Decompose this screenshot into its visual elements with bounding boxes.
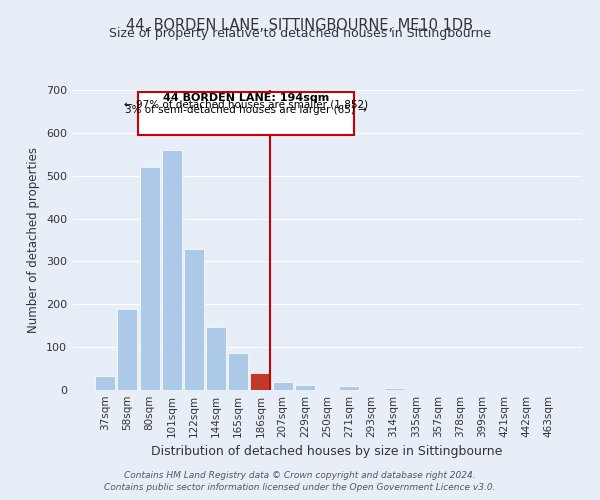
FancyBboxPatch shape xyxy=(139,92,353,135)
Text: Contains public sector information licensed under the Open Government Licence v3: Contains public sector information licen… xyxy=(104,484,496,492)
Bar xyxy=(184,248,204,390)
Y-axis label: Number of detached properties: Number of detached properties xyxy=(28,147,40,333)
Bar xyxy=(228,352,248,390)
Bar xyxy=(95,376,115,390)
Text: 44, BORDEN LANE, SITTINGBOURNE, ME10 1DB: 44, BORDEN LANE, SITTINGBOURNE, ME10 1DB xyxy=(127,18,473,32)
Bar xyxy=(272,382,293,390)
Text: Size of property relative to detached houses in Sittingbourne: Size of property relative to detached ho… xyxy=(109,28,491,40)
Bar xyxy=(162,150,182,390)
Bar xyxy=(295,385,315,390)
Bar xyxy=(206,327,226,390)
Text: ← 97% of detached houses are smaller (1,852): ← 97% of detached houses are smaller (1,… xyxy=(124,100,368,110)
Text: 44 BORDEN LANE: 194sqm: 44 BORDEN LANE: 194sqm xyxy=(163,94,329,104)
Bar xyxy=(383,388,404,390)
Bar xyxy=(250,373,271,390)
Text: Contains HM Land Registry data © Crown copyright and database right 2024.: Contains HM Land Registry data © Crown c… xyxy=(124,471,476,480)
Text: 3% of semi-detached houses are larger (65) →: 3% of semi-detached houses are larger (6… xyxy=(125,105,367,115)
Bar xyxy=(118,308,137,390)
X-axis label: Distribution of detached houses by size in Sittingbourne: Distribution of detached houses by size … xyxy=(151,446,503,458)
Bar xyxy=(140,167,160,390)
Bar xyxy=(339,386,359,390)
